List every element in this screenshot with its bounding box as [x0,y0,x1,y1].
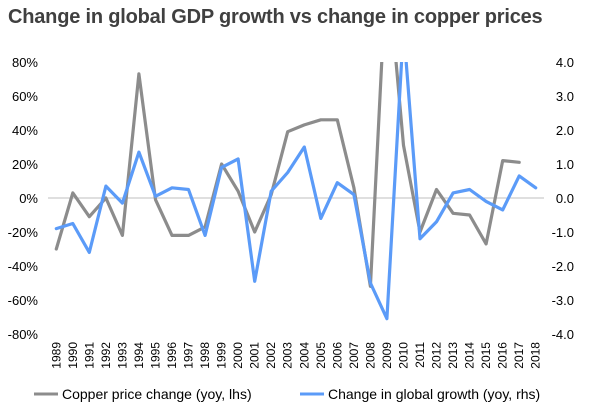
series-line-0 [54,62,521,288]
x-tick-label: 2000 [231,342,245,369]
x-tick-label: 2007 [347,342,361,369]
x-axis-ticks: 1989 1990 1991 1992 1993 1994 1995 1996 1997 1998… [49,342,542,369]
y-left-tick-label: 20% [12,157,38,172]
y-axis-left: 80% 60% 40% 20% 0% -20% -40% -60% -80% [8,55,39,342]
y-left-tick-label: -40% [8,259,39,274]
y-right-tick-label: -4.0 [552,327,574,342]
x-tick-label: 1992 [99,342,113,369]
x-tick-label: 2006 [330,342,344,369]
x-tick-label: 2015 [479,342,493,369]
y-right-tick-label: 4.0 [556,55,574,70]
y-left-tick-label: -80% [8,327,39,342]
x-tick-label: 2008 [363,342,377,369]
x-tick-label: 2005 [314,342,328,369]
x-tick-label: 1995 [148,342,162,369]
x-tick-label: 2018 [529,342,543,369]
y-right-tick-label: -2.0 [552,259,574,274]
chart-title: Change in global GDP growth vs change in… [8,6,543,28]
x-tick-label: 1999 [215,342,229,369]
legend: Copper price change (yoy, lhs) Change in… [34,386,540,402]
x-tick-label: 2004 [297,342,311,369]
x-tick-label: 1991 [82,342,96,369]
y-left-tick-label: -20% [8,225,39,240]
y-left-tick-label: 0% [19,191,38,206]
x-tick-label: 1990 [66,342,80,369]
y-left-tick-label: 40% [12,123,38,138]
x-tick-label: 2013 [446,342,460,369]
legend-label-copper: Copper price change (yoy, lhs) [62,386,252,402]
y-right-tick-label: 0.0 [556,191,574,206]
x-tick-label: 2017 [512,342,526,369]
x-tick-label: 2011 [413,342,427,368]
x-tick-label: 2014 [463,342,477,369]
y-right-tick-label: 2.0 [556,123,574,138]
y-right-tick-label: 1.0 [556,157,574,172]
x-tick-label: 1989 [49,342,63,369]
x-tick-label: 1997 [182,342,196,369]
y-left-tick-label: -60% [8,293,39,308]
x-tick-label: 1993 [115,342,129,369]
y-left-tick-label: 80% [12,55,38,70]
x-tick-label: 1996 [165,342,179,369]
x-tick-label: 2001 [248,342,262,369]
y-axis-right: 4.0 3.0 2.0 1.0 0.0 -1.0 -2.0 -3.0 -4.0 [552,55,574,342]
x-tick-label: 2002 [264,342,278,369]
x-tick-label: 2010 [396,342,410,369]
x-tick-label: 2016 [496,342,510,369]
x-tick-label: 1994 [132,342,146,369]
y-left-tick-label: 60% [12,89,38,104]
y-right-tick-label: 3.0 [556,89,574,104]
series-line-1 [54,62,538,321]
x-tick-label: 2003 [281,342,295,369]
plot-area [54,62,538,321]
y-right-tick-label: -3.0 [552,293,574,308]
legend-label-global-growth: Change in global growth (yoy, rhs) [328,386,540,402]
x-tick-label: 1998 [198,342,212,369]
x-tick-label: 2009 [380,342,394,369]
x-tick-label: 2012 [430,342,444,369]
y-right-tick-label: -1.0 [552,225,574,240]
